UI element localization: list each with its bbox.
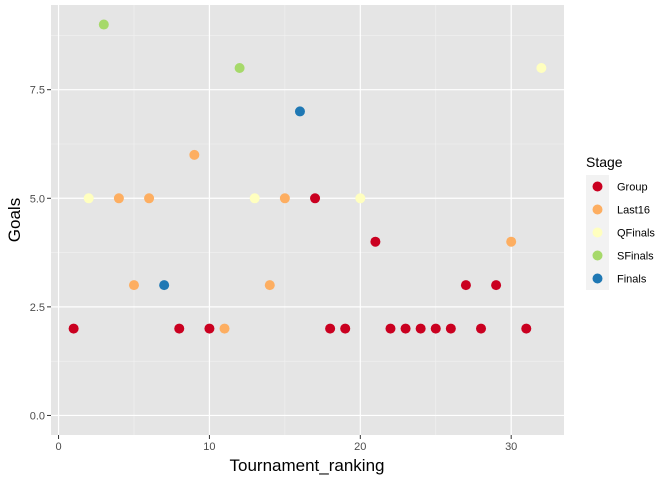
data-point-last16 (506, 236, 517, 247)
data-point-last16 (219, 323, 230, 334)
data-point-finals (294, 106, 305, 117)
legend-label: Finals (617, 274, 647, 286)
data-point-last16 (279, 193, 290, 204)
data-point-group (325, 323, 336, 334)
data-point-group (476, 323, 487, 334)
y-tick-label: 0.0 (30, 410, 45, 422)
legend-key-qfinals (592, 227, 603, 238)
data-point-last16 (189, 149, 200, 160)
legend-key-finals (592, 273, 603, 284)
y-axis-title: Goals (5, 198, 24, 242)
data-point-group (491, 280, 502, 291)
data-point-last16 (113, 193, 124, 204)
legend-item-group: Group (586, 175, 648, 198)
x-tick-label: 0 (55, 441, 61, 453)
x-axis-title: Tournament_ranking (230, 456, 385, 475)
x-tick-label: 10 (203, 441, 215, 453)
data-point-group (445, 323, 456, 334)
data-point-finals (159, 280, 170, 291)
legend-item-qfinals: QFinals (586, 221, 655, 244)
legend-key-group (592, 181, 603, 192)
data-points (68, 19, 547, 334)
data-point-group (430, 323, 441, 334)
data-point-group (204, 323, 215, 334)
data-point-group (521, 323, 532, 334)
legend: Stage Group Last16 QFinals SFinals Finals (586, 154, 655, 290)
data-point-group (460, 280, 471, 291)
data-point-group (415, 323, 426, 334)
legend-label: SFinals (617, 251, 654, 263)
data-point-group (370, 236, 381, 247)
data-point-group (400, 323, 411, 334)
x-tick-label: 30 (505, 441, 517, 453)
plot-panel (51, 5, 564, 435)
legend-item-sfinals: SFinals (586, 244, 654, 267)
legend-title: Stage (586, 154, 623, 170)
minor-gridlines (51, 5, 564, 435)
data-point-group (385, 323, 396, 334)
legend-key-sfinals (592, 250, 603, 261)
legend-label: QFinals (617, 228, 655, 240)
legend-item-finals: Finals (586, 267, 647, 290)
x-tick-label: 20 (354, 441, 366, 453)
y-axis-ticks: 0.0 2.5 5.0 7.5 (30, 85, 51, 422)
y-tick-label: 7.5 (30, 85, 45, 97)
y-tick-label: 5.0 (30, 193, 45, 205)
data-point-qfinals (536, 62, 547, 73)
data-point-sfinals (234, 62, 245, 73)
legend-label: Last16 (617, 205, 650, 217)
data-point-qfinals (249, 193, 260, 204)
legend-key-last16 (592, 204, 603, 215)
data-point-group (174, 323, 185, 334)
data-point-group (340, 323, 351, 334)
data-point-last16 (128, 280, 139, 291)
data-point-last16 (144, 193, 155, 204)
data-point-qfinals (83, 193, 94, 204)
y-tick-label: 2.5 (30, 302, 45, 314)
major-gridlines (51, 5, 564, 435)
legend-item-last16: Last16 (586, 198, 650, 221)
data-point-qfinals (355, 193, 366, 204)
data-point-sfinals (98, 19, 109, 30)
data-point-group (310, 193, 321, 204)
x-axis-ticks: 0 10 20 30 (55, 435, 517, 453)
legend-label: Group (617, 182, 648, 194)
data-point-group (68, 323, 79, 334)
data-point-last16 (264, 280, 275, 291)
